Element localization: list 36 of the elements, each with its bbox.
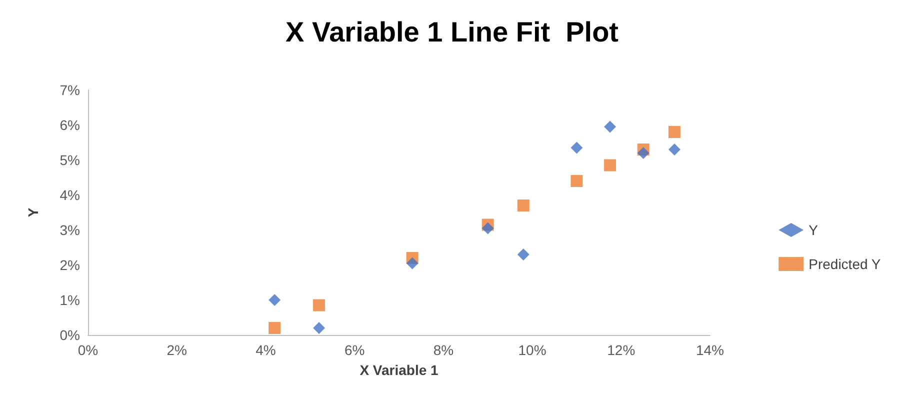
y-tick-label: 1% [60,292,80,308]
y-tick-label: 2% [60,257,80,273]
point [570,175,583,187]
y-axis-title: Y [25,207,41,218]
point [406,257,418,270]
legend-label: Predicted Y [808,256,882,272]
y-tick-label: 0% [60,327,80,343]
x-axis-title: X Variable 1 [360,362,439,378]
point [604,120,616,133]
point [517,200,530,212]
y-tick-label: 6% [60,117,80,133]
x-tick-label: 0% [78,342,98,358]
point [313,299,326,312]
point [313,322,326,334]
x-tick-label: 4% [256,342,276,358]
x-tick-label: 8% [433,342,454,358]
point [268,294,281,306]
point [268,322,281,334]
point [482,222,494,234]
y-tick-label: 4% [60,187,80,203]
point [668,144,680,156]
x-tick-label: 12% [607,342,636,358]
chart-title: X Variable 1 Line Fit Plot [286,16,618,48]
legend-label: Y [808,222,819,238]
point [570,142,583,154]
y-tick-label: 7% [60,82,80,98]
x-tick-label: 10% [518,342,546,358]
point [604,159,616,172]
point [517,248,530,260]
x-tick-label: 6% [344,342,365,358]
x-tick-label: 2% [166,342,187,358]
point [637,147,650,159]
x-tick-label: 14% [696,342,724,358]
y-tick-label: 3% [60,222,80,238]
y-tick-label: 5% [60,152,80,168]
point [668,126,680,138]
